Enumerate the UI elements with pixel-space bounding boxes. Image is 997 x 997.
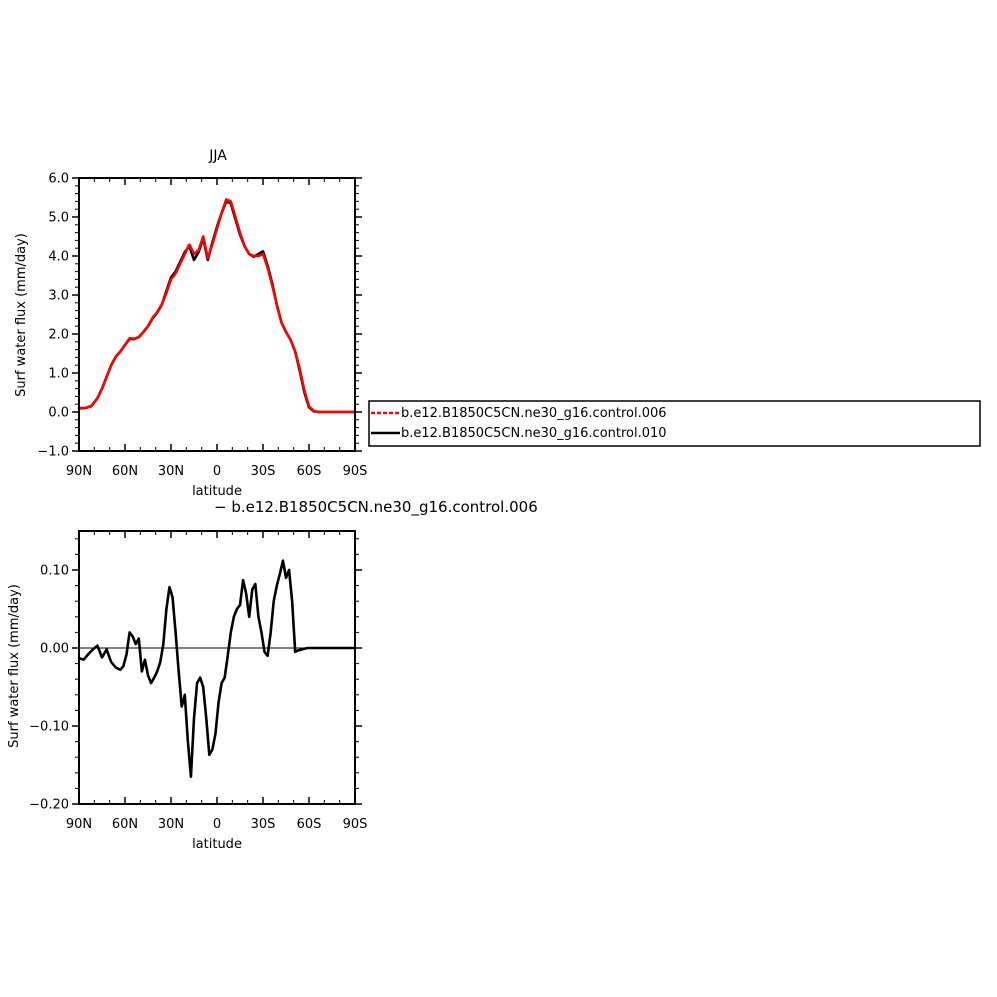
chart-bottom-ytick-label: 0.10 xyxy=(40,564,69,579)
chart-top-xtick-label: 60S xyxy=(297,464,322,479)
chart-bottom-ytick-label: 0.00 xyxy=(40,642,69,657)
chart-bottom-ytick-label: −0.10 xyxy=(29,720,69,735)
chart-bottom-title: − b.e12.B1850C5CN.ne30_g16.control.006 xyxy=(214,498,538,517)
legend-label-006: b.e12.B1850C5CN.ne30_g16.control.006 xyxy=(401,406,667,421)
chart-bottom-xtick-label: 60S xyxy=(297,817,322,832)
chart-top-ytick-label: 6.0 xyxy=(48,172,69,187)
chart-top-xtick-label: 30S xyxy=(251,464,276,479)
legend-label-010: b.e12.B1850C5CN.ne30_g16.control.010 xyxy=(401,426,667,441)
chart-top-ytick-label: 5.0 xyxy=(48,211,69,226)
chart-bottom-xtick-label: 30S xyxy=(251,817,276,832)
chart-bottom-xtick-label: 0 xyxy=(213,817,221,832)
chart-top-ytick-label: 0.0 xyxy=(48,406,69,421)
legend-box xyxy=(368,400,981,447)
chart-top-xtick-label: 90N xyxy=(66,464,92,479)
chart-bottom: − b.e12.B1850C5CN.ne30_g16.control.006 9… xyxy=(7,498,538,852)
chart-bottom-xtick-label: 30N xyxy=(158,817,184,832)
chart-top-ytick-label: −1.0 xyxy=(37,445,69,460)
chart-top-xtick-label: 90S xyxy=(343,464,368,479)
chart-top-ytick-label: 2.0 xyxy=(48,328,69,343)
chart-top-xtick-label: 30N xyxy=(158,464,184,479)
chart-top: JJA 90N 60N 30N 0 30S 60S 90S −1.0 0.0 1.0 2.0 3.0 4… xyxy=(14,148,367,499)
chart-top-series-line-1 xyxy=(77,198,357,414)
chart-bottom-ytick-label: −0.20 xyxy=(29,798,69,813)
legend: b.e12.B1850C5CN.ne30_g16.control.006 b.e… xyxy=(368,400,981,447)
chart-top-xtick-label: 60N xyxy=(112,464,138,479)
chart-top-xlabel: latitude xyxy=(192,484,242,499)
chart-bottom-series-line-0 xyxy=(77,559,357,778)
chart-top-ytick-label: 3.0 xyxy=(48,289,69,304)
chart-bottom-xlabel: latitude xyxy=(192,837,242,852)
chart-bottom-xtick-label: 90N xyxy=(66,817,92,832)
chart-top-ytick-label: 4.0 xyxy=(48,250,69,265)
chart-top-ytick-label: 1.0 xyxy=(48,367,69,382)
chart-top-title: JJA xyxy=(208,148,227,164)
chart-top-ylabel: Surf water flux (mm/day) xyxy=(14,233,29,397)
chart-bottom-xtick-label: 60N xyxy=(112,817,138,832)
chart-top-xtick-label: 0 xyxy=(213,464,221,479)
chart-bottom-xtick-label: 90S xyxy=(343,817,368,832)
chart-bottom-ylabel: Surf water flux (mm/day) xyxy=(7,584,22,748)
chart-bottom-plot-frame xyxy=(78,530,356,805)
